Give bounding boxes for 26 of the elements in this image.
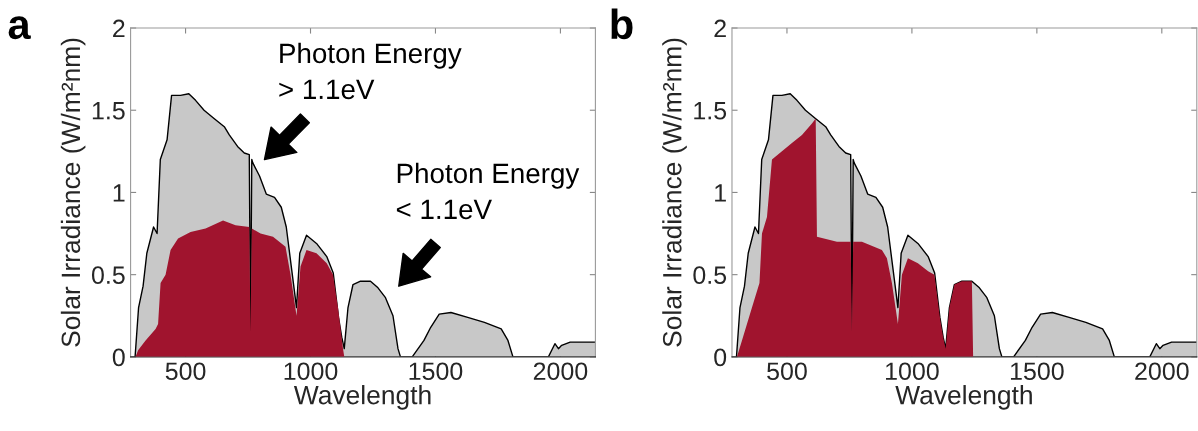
x-tick-label: 1500 xyxy=(409,362,463,381)
annotation: Photon Energy < 1.1eV xyxy=(396,162,580,220)
y-tick-label: 2 xyxy=(714,19,726,38)
x-tick-label: 500 xyxy=(165,362,206,381)
y-tick-label: 0.5 xyxy=(693,266,727,284)
y-tick-label: 1 xyxy=(113,184,125,202)
y-tick-label: 0 xyxy=(714,348,727,367)
y-axis-title: Solar Irradiance (W/m²nm) xyxy=(60,38,86,347)
x-tick-label: 2000 xyxy=(533,362,588,381)
y-tick-label: 1.5 xyxy=(92,102,125,120)
chart-title: a xyxy=(8,16,31,40)
x-tick-label: 500 xyxy=(767,362,807,381)
y-tick-label: 1 xyxy=(715,184,726,202)
y-tick-label: 0.5 xyxy=(91,266,125,284)
chart-title: b xyxy=(611,8,633,40)
x-axis-title: Wavelength xyxy=(293,385,431,410)
y-axis-title: Solar Irradiance (W/m²nm) xyxy=(662,38,687,347)
y-tick-label: 1.5 xyxy=(694,102,727,120)
x-tick-label: 1000 xyxy=(284,362,338,381)
x-tick-label: 2000 xyxy=(1135,362,1189,381)
y-tick-label: 0 xyxy=(112,348,125,367)
y-tick-label: 2 xyxy=(113,19,125,38)
x-axis-title: Wavelength xyxy=(895,385,1032,410)
x-tick-label: 1000 xyxy=(886,362,939,381)
annotation: Photon Energy > 1.1eV xyxy=(279,42,462,100)
x-tick-label: 1500 xyxy=(1010,362,1064,381)
